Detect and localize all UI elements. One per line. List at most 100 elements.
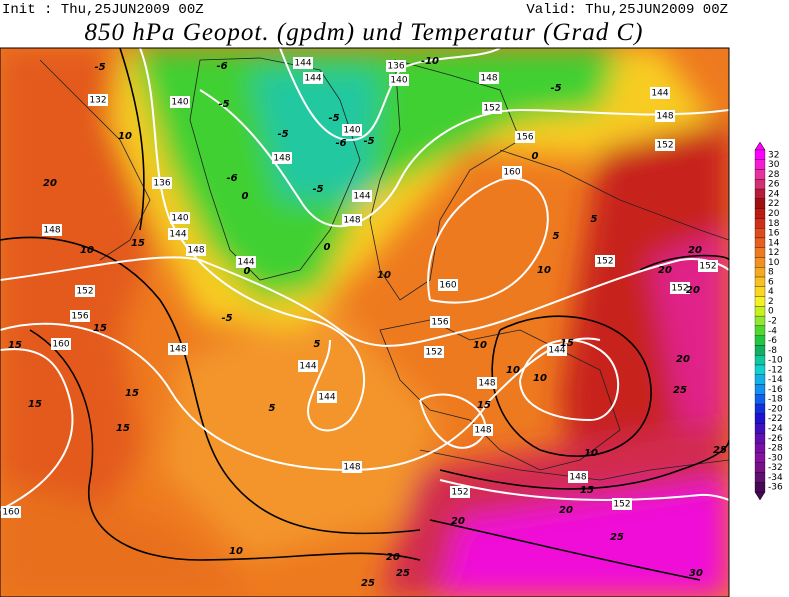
geopotential-label-box — [670, 282, 690, 294]
geopotential-label-box — [293, 57, 313, 69]
temperature-label: 20 — [451, 516, 465, 527]
geopotential-label: 152 — [671, 284, 688, 294]
colorbar-swatch — [754, 267, 766, 278]
valid-time: Valid: Thu,25JUN2009 00Z — [526, 2, 728, 18]
colorbar-label: -10 — [768, 356, 783, 366]
geopotential-label-box — [1, 506, 21, 518]
colorbar-swatch — [754, 179, 766, 190]
colorbar-swatch — [754, 257, 766, 268]
temperature-label: 0 — [244, 266, 251, 277]
geopotential-label-box — [298, 360, 318, 372]
temperature-label: 10 — [473, 340, 487, 351]
map-frame — [0, 47, 730, 597]
temperature-label: 5 — [553, 231, 560, 242]
colorbar-swatch — [754, 472, 766, 483]
geopotential-label-box — [386, 60, 406, 72]
temperature-label: 5 — [269, 403, 276, 414]
geopotential-label-box — [75, 285, 95, 297]
colorbar-swatch — [754, 315, 766, 327]
colorbar-label: -4 — [768, 326, 777, 336]
temperature-label: 10 — [80, 245, 94, 256]
colorbar-swatch — [754, 228, 766, 239]
colorbar-label: 24 — [768, 189, 780, 199]
colorbar: 32302826242220181614121086420-2-4-6-8-10… — [754, 141, 783, 501]
colorbar-swatch — [754, 355, 766, 366]
geopotential-label: 144 — [299, 362, 316, 372]
geopotential-label-box — [70, 310, 90, 322]
colorbar-label: -2 — [768, 317, 777, 327]
geopotential-label-box — [438, 279, 458, 291]
temperature-label: 15 — [125, 388, 139, 399]
colorbar-top-arrow — [754, 141, 766, 151]
geopotential-label: 148 — [43, 226, 60, 236]
colorbar-swatch — [754, 433, 766, 444]
geopotential-label: 140 — [343, 126, 360, 136]
geopotential-label-box — [236, 256, 256, 268]
geopotential-label: 148 — [169, 345, 186, 355]
temperature-label: 10 — [533, 373, 547, 384]
temperature-label: 20 — [43, 178, 57, 189]
colorbar-label: -28 — [768, 444, 783, 454]
geopotential-label: 156 — [516, 133, 533, 143]
temperature-label: 25 — [713, 445, 727, 456]
geopotential-contours — [0, 48, 729, 511]
colorbar-label: 10 — [768, 258, 780, 268]
colorbar-label: -14 — [768, 375, 783, 385]
colorbar-swatch — [754, 364, 766, 375]
temperature-label: 10 — [118, 131, 132, 142]
temperature-label: 15 — [477, 400, 491, 411]
init-time: Init : Thu,25JUN2009 00Z — [2, 2, 204, 18]
geopotential-label-box — [342, 214, 362, 226]
temperature-label: 15 — [560, 338, 574, 349]
colorbar-label: 26 — [768, 180, 780, 190]
geopotential-label: 148 — [474, 426, 491, 436]
colorbar-label: 0 — [768, 307, 774, 317]
geopotential-label-box — [51, 338, 71, 350]
geopotential-label-box — [88, 94, 108, 106]
geopotential-label: 144 — [304, 74, 321, 84]
geopotential-label-box — [352, 190, 372, 202]
geopotential-label: 148 — [187, 246, 204, 256]
colorbar-swatch — [754, 462, 766, 473]
geopotential-label-box — [477, 377, 497, 389]
geopotential-label-box — [186, 244, 206, 256]
colorbar-label: 2 — [768, 297, 774, 307]
colorbar-swatch — [754, 149, 766, 160]
geopotential-label: 144 — [237, 258, 254, 268]
colorbar-swatch — [754, 482, 766, 493]
geopotential-label: 152 — [76, 287, 93, 297]
geopotential-label: 148 — [478, 379, 495, 389]
geopotential-label-box — [317, 391, 337, 403]
temperature-label: -5 — [94, 62, 105, 73]
geopotential-label: 148 — [343, 463, 360, 473]
colorbar-label: 4 — [768, 287, 774, 297]
geopotential-label-box — [547, 344, 567, 356]
colorbar-swatch — [754, 384, 766, 395]
colorbar-swatch — [754, 403, 766, 414]
temperature-label: 15 — [131, 238, 145, 249]
geopotential-label-box — [655, 110, 675, 122]
temperature-label: 20 — [386, 552, 400, 563]
colorbar-swatch — [754, 335, 766, 346]
geopotential-label-box — [595, 255, 615, 267]
geopotential-label: 148 — [273, 154, 290, 164]
geopotential-label-box — [568, 471, 588, 483]
colorbar-swatch — [754, 325, 766, 336]
geopotential-label: 160 — [52, 340, 69, 350]
geopotential-label-box — [473, 424, 493, 436]
geopotential-label-box — [152, 177, 172, 189]
colorbar-swatch — [754, 413, 766, 424]
temperature-isotherms — [0, 48, 729, 581]
temperature-label: 5 — [314, 339, 321, 350]
geopotential-label: 152 — [596, 257, 613, 267]
geopotential-label: 144 — [169, 230, 186, 240]
colorbar-label: -6 — [768, 336, 777, 346]
geopotential-label-box — [479, 72, 499, 84]
colorbar-swatch — [754, 159, 766, 170]
colorbar-label: -32 — [768, 463, 783, 473]
colorbar-swatch — [754, 169, 766, 180]
colorbar-label: -16 — [768, 385, 783, 395]
temperature-label: -5 — [312, 184, 323, 195]
geopotential-label: 152 — [483, 104, 500, 114]
